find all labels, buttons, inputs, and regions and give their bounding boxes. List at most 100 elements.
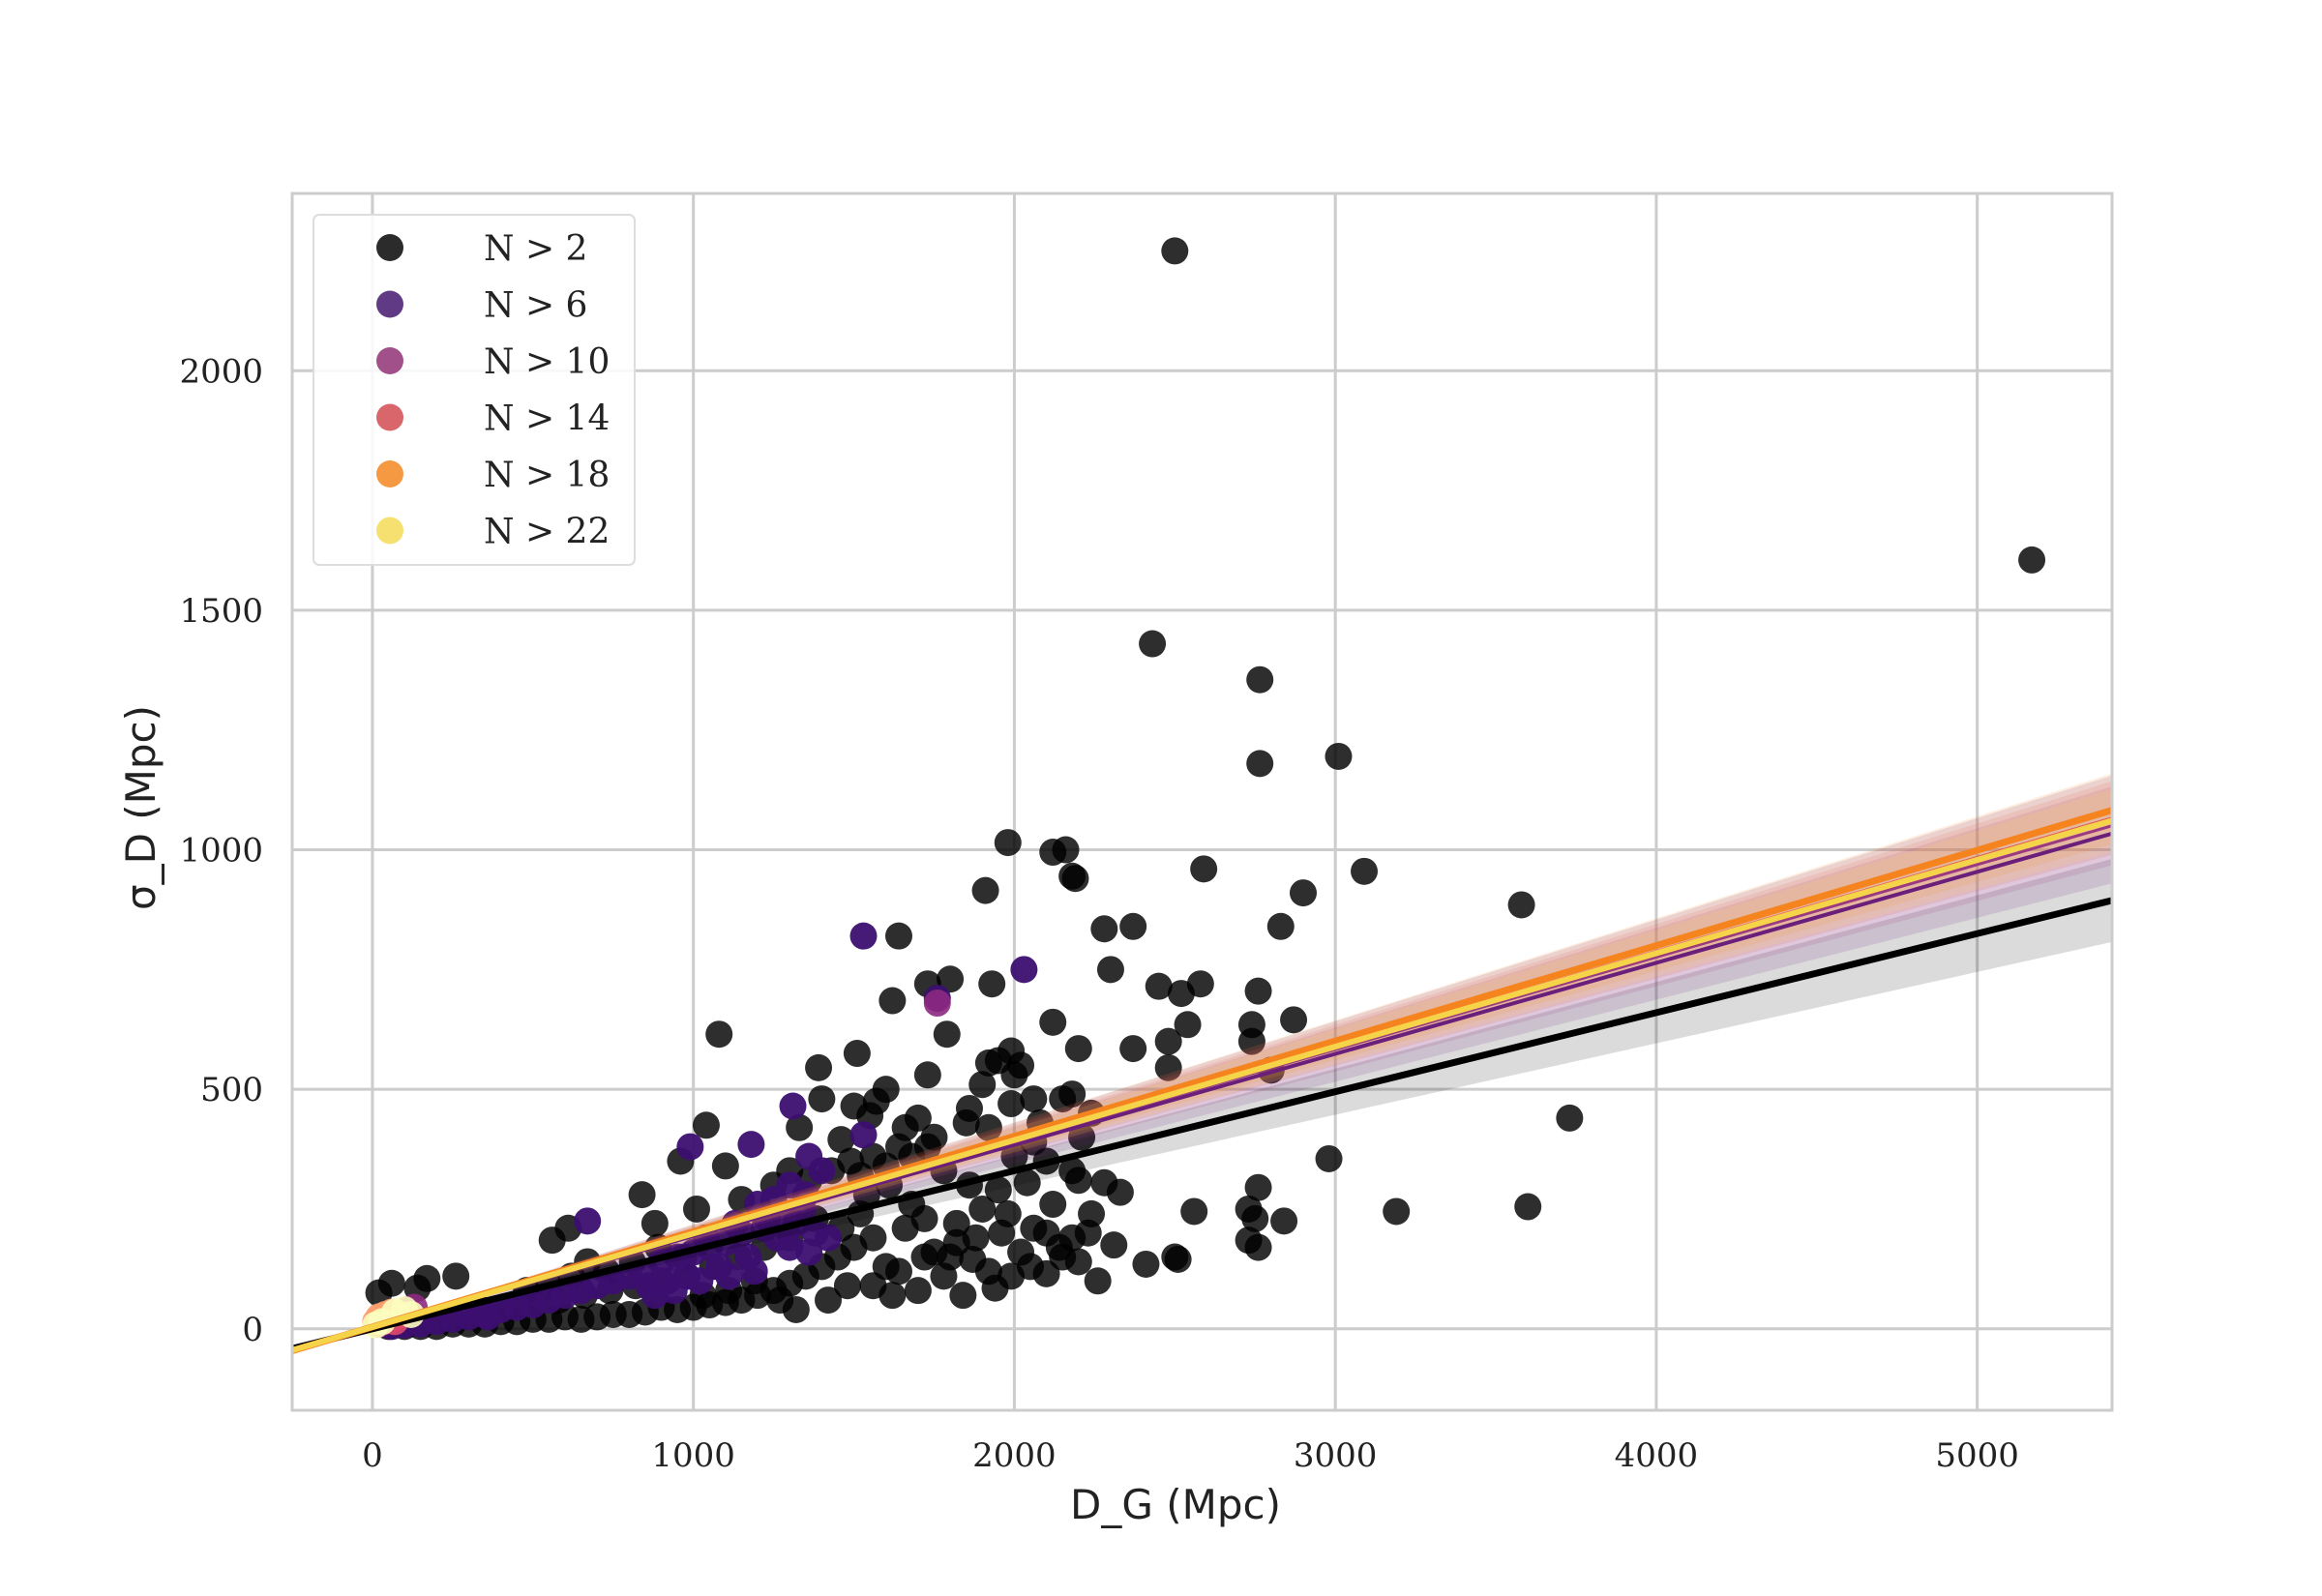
data-point — [808, 1157, 836, 1185]
data-point — [686, 1267, 714, 1295]
data-point — [574, 1207, 602, 1235]
data-point — [955, 1094, 983, 1122]
data-point — [1032, 1219, 1060, 1247]
data-point — [1383, 1197, 1411, 1226]
legend-marker — [376, 347, 403, 374]
data-point — [1315, 1144, 1343, 1172]
legend-label: N > 18 — [484, 456, 610, 495]
data-point — [1139, 630, 1167, 658]
data-point — [1058, 1157, 1087, 1185]
data-point — [913, 1061, 941, 1089]
legend-label: N > 6 — [484, 286, 587, 326]
data-point — [1180, 1197, 1208, 1226]
data-point — [872, 1076, 900, 1104]
data-point — [891, 1214, 919, 1242]
data-point — [1246, 665, 1274, 694]
data-point — [1013, 1168, 1041, 1197]
data-point — [740, 1257, 768, 1286]
data-point — [1052, 836, 1080, 864]
legend-label: N > 2 — [484, 229, 587, 269]
data-point — [676, 1133, 704, 1161]
x-axis-label: D_G (Mpc) — [1070, 1481, 1281, 1528]
data-point — [910, 1243, 938, 1271]
data-point — [923, 990, 951, 1018]
data-point — [737, 1131, 765, 1159]
data-point — [1164, 1245, 1192, 1273]
legend: N > 2 N > 6 N > 10 N > 14 N > 18 N > 22 — [313, 214, 636, 566]
legend-marker — [376, 460, 403, 488]
data-point — [904, 1277, 932, 1305]
data-point — [413, 1264, 441, 1292]
regression-line — [292, 817, 2112, 1353]
data-point — [1010, 956, 1038, 984]
data-point — [1244, 977, 1272, 1005]
data-point — [1039, 1008, 1067, 1036]
data-point — [779, 1092, 807, 1120]
data-point — [878, 987, 907, 1015]
data-point — [833, 1272, 861, 1300]
data-point — [1266, 912, 1295, 940]
data-point — [1084, 1267, 1112, 1295]
legend-marker — [376, 403, 403, 431]
x-tick-label: 0 — [362, 1436, 383, 1475]
data-point — [1058, 1080, 1087, 1108]
data-point — [1132, 1250, 1160, 1278]
data-point — [885, 1257, 912, 1286]
data-point — [766, 1286, 794, 1315]
data-point — [1241, 1204, 1269, 1232]
y-axis-label: σ_D (Mpc) — [117, 705, 164, 910]
data-point — [692, 1111, 720, 1139]
data-point — [1190, 855, 1218, 883]
confidence-band — [292, 773, 2112, 1352]
x-tick-label: 1000 — [651, 1436, 735, 1475]
data-point — [1061, 865, 1089, 893]
data-point — [711, 1152, 739, 1180]
data-point — [1280, 1006, 1308, 1034]
data-point — [1100, 1231, 1128, 1259]
data-point — [1020, 1085, 1048, 1113]
data-point — [937, 965, 965, 993]
data-point — [683, 1195, 710, 1223]
data-point — [1090, 915, 1118, 943]
data-point — [815, 1224, 843, 1252]
confidence-band — [292, 785, 2112, 1352]
data-point — [715, 1262, 743, 1290]
data-point — [1556, 1104, 1584, 1132]
data-point — [1246, 750, 1274, 778]
data-point — [1154, 1027, 1182, 1055]
data-point — [1096, 956, 1124, 984]
data-point — [1119, 912, 1147, 940]
data-point — [808, 1085, 836, 1113]
data-point — [815, 1286, 843, 1315]
data-point — [795, 1238, 823, 1266]
legend-label: N > 22 — [484, 513, 610, 552]
data-point — [937, 1243, 965, 1271]
legend-label: N > 14 — [484, 399, 610, 439]
data-point — [849, 922, 878, 950]
data-point — [971, 876, 999, 904]
data-point — [849, 1121, 878, 1149]
confidence-band — [292, 781, 2112, 1352]
data-point — [1039, 1191, 1067, 1219]
y-tick-label: 500 — [200, 1071, 263, 1109]
data-point — [1161, 237, 1189, 265]
data-point — [1174, 1011, 1202, 1039]
data-point — [827, 1126, 855, 1154]
confidence-band — [292, 858, 2112, 1351]
data-point — [968, 1195, 997, 1223]
data-point — [904, 1104, 932, 1132]
data-point — [442, 1262, 470, 1290]
data-point — [1514, 1193, 1542, 1221]
data-point — [1244, 1233, 1272, 1261]
data-point — [1237, 1027, 1265, 1055]
data-point — [2018, 546, 2046, 574]
confidence-band — [292, 788, 2112, 1351]
data-point — [1068, 1123, 1096, 1151]
data-point — [628, 1181, 656, 1209]
data-point — [1290, 879, 1317, 907]
data-point — [640, 1209, 669, 1237]
data-point — [1167, 980, 1195, 1008]
data-point — [885, 1133, 912, 1161]
data-point — [640, 1282, 669, 1310]
axes-frame — [290, 192, 2114, 1412]
